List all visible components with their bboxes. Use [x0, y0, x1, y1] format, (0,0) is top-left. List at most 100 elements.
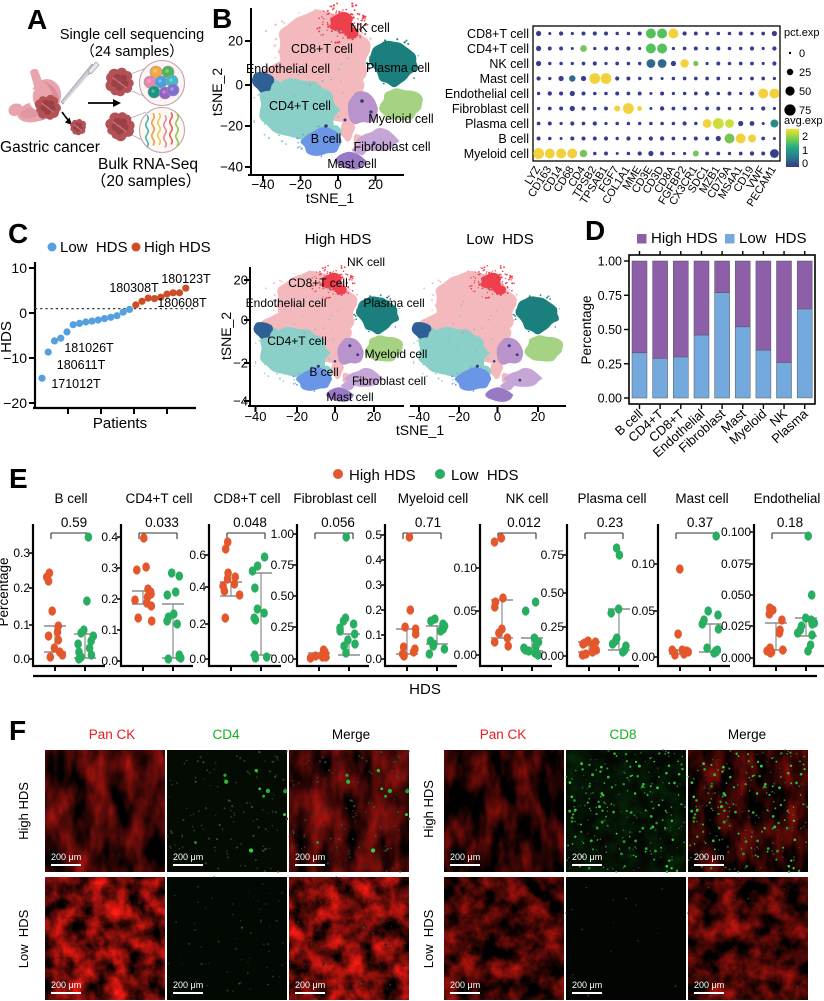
svg-text:avg.exp: avg.exp [784, 115, 823, 127]
svg-text:CD8+T cell: CD8+T cell [288, 276, 347, 290]
svg-text:200 μm: 200 μm [572, 980, 602, 990]
svg-text:0.25: 0.25 [598, 357, 622, 371]
svg-text:200 μm: 200 μm [173, 980, 203, 990]
svg-text:20: 20 [234, 273, 248, 288]
svg-text:0.6: 0.6 [189, 548, 206, 562]
svg-text:0.75: 0.75 [271, 558, 295, 572]
svg-text:High HDS: High HDS [16, 782, 31, 840]
svg-text:20: 20 [228, 34, 243, 49]
svg-text:−20: −20 [448, 409, 470, 424]
svg-text:180123T: 180123T [161, 272, 211, 286]
svg-text:Merge: Merge [332, 727, 370, 742]
svg-text:0.00: 0.00 [271, 652, 295, 666]
svg-text:B cell: B cell [311, 132, 342, 146]
svg-text:0.75: 0.75 [598, 289, 622, 303]
svg-text:0.25: 0.25 [271, 620, 295, 634]
svg-text:1.00: 1.00 [598, 255, 622, 269]
svg-text:200 μm: 200 μm [51, 980, 81, 990]
svg-text:CD4+T cell: CD4+T cell [467, 42, 529, 56]
svg-text:0.0: 0.0 [101, 654, 118, 668]
svg-text:High HDS: High HDS [305, 231, 372, 248]
svg-text:0.2: 0.2 [13, 581, 30, 595]
svg-text:0.37: 0.37 [687, 515, 713, 530]
svg-text:50: 50 [799, 86, 811, 98]
svg-text:Pan CK: Pan CK [480, 727, 527, 742]
svg-text:0.50: 0.50 [271, 589, 295, 603]
svg-text:0.000: 0.000 [721, 651, 751, 665]
svg-text:2: 2 [802, 131, 808, 143]
svg-text:0.00: 0.00 [632, 650, 656, 664]
svg-text:Percentage: Percentage [0, 557, 11, 626]
svg-text:0: 0 [235, 78, 243, 93]
svg-text:（20 samples）: （20 samples） [91, 173, 201, 190]
svg-text:Low HDS: Low HDS [451, 467, 519, 484]
svg-text:0.05: 0.05 [632, 604, 656, 618]
svg-text:−2: −2 [233, 356, 248, 371]
svg-text:NK cell: NK cell [347, 255, 385, 269]
svg-text:0.056: 0.056 [321, 515, 355, 530]
svg-text:−4: −4 [233, 394, 248, 409]
svg-text:CD4: CD4 [212, 727, 239, 742]
svg-text:0.1: 0.1 [13, 618, 30, 632]
svg-text:Myeloid cell: Myeloid cell [464, 147, 529, 161]
svg-text:0.0: 0.0 [13, 652, 30, 666]
svg-text:Percentage: Percentage [579, 295, 594, 364]
svg-text:0.4: 0.4 [189, 580, 206, 594]
svg-text:0: 0 [241, 313, 248, 328]
svg-text:tSNE_2: tSNE_2 [209, 68, 225, 116]
svg-text:Single cell sequencing: Single cell sequencing [60, 27, 204, 43]
svg-text:0.4: 0.4 [365, 553, 382, 567]
svg-text:0.59: 0.59 [61, 515, 87, 530]
svg-text:10: 10 [11, 260, 27, 276]
svg-text:0.50: 0.50 [541, 586, 565, 600]
svg-text:1.00: 1.00 [271, 527, 295, 541]
svg-text:200 μm: 200 μm [295, 980, 325, 990]
svg-text:0.75: 0.75 [541, 548, 565, 562]
svg-text:200 μm: 200 μm [450, 980, 480, 990]
svg-text:Fibroblast cell: Fibroblast cell [293, 491, 376, 506]
svg-text:Low HDS: Low HDS [466, 231, 534, 248]
svg-text:NK cell: NK cell [506, 491, 549, 506]
svg-text:tSNE_1: tSNE_1 [306, 190, 354, 206]
svg-text:（24 samples）: （24 samples） [80, 43, 183, 60]
svg-text:High HDS: High HDS [144, 239, 211, 256]
svg-text:High HDS: High HDS [349, 467, 416, 484]
svg-text:0: 0 [334, 177, 342, 192]
svg-text:Endothelial cell: Endothelial cell [246, 62, 330, 76]
svg-text:0.3: 0.3 [365, 578, 382, 592]
svg-text:0.10: 0.10 [632, 557, 656, 571]
svg-text:Plasma cell: Plasma cell [465, 117, 529, 131]
svg-text:−10: −10 [3, 350, 27, 366]
svg-text:0.05: 0.05 [454, 604, 478, 618]
svg-text:CD8+T cell: CD8+T cell [214, 491, 281, 506]
svg-text:E: E [9, 463, 28, 494]
svg-text:HDS: HDS [409, 681, 441, 698]
svg-text:Myeloid cell: Myeloid cell [365, 347, 428, 361]
svg-text:0.075: 0.075 [721, 557, 751, 571]
svg-text:Low HDS: Low HDS [60, 239, 128, 256]
svg-text:−20: −20 [220, 119, 243, 134]
svg-text:0.012: 0.012 [507, 515, 541, 530]
svg-text:Bulk RNA-Seq: Bulk RNA-Seq [98, 156, 198, 173]
svg-text:20: 20 [367, 409, 381, 424]
svg-text:Pan CK: Pan CK [89, 727, 136, 742]
svg-text:B cell: B cell [54, 491, 87, 506]
svg-text:CD4+T cell: CD4+T cell [267, 334, 326, 348]
svg-text:0.23: 0.23 [597, 515, 623, 530]
svg-text:tSNE_1: tSNE_1 [396, 422, 444, 438]
svg-text:20: 20 [368, 177, 383, 192]
svg-text:Gastric cancer: Gastric cancer [0, 139, 100, 156]
svg-text:0: 0 [494, 409, 501, 424]
svg-text:0.00: 0.00 [598, 392, 622, 406]
svg-text:Plasma cell: Plasma cell [577, 491, 646, 506]
svg-text:25: 25 [799, 67, 811, 79]
svg-text:B: B [212, 3, 232, 34]
svg-text:0.025: 0.025 [721, 619, 751, 633]
svg-text:−40: −40 [220, 160, 243, 175]
svg-text:0.10: 0.10 [454, 561, 478, 575]
svg-text:Plasma cell: Plasma cell [363, 296, 424, 310]
svg-text:B cell: B cell [498, 132, 529, 146]
svg-text:0.18: 0.18 [777, 515, 803, 530]
svg-text:−20: −20 [286, 409, 308, 424]
svg-text:HDS: HDS [0, 321, 15, 353]
